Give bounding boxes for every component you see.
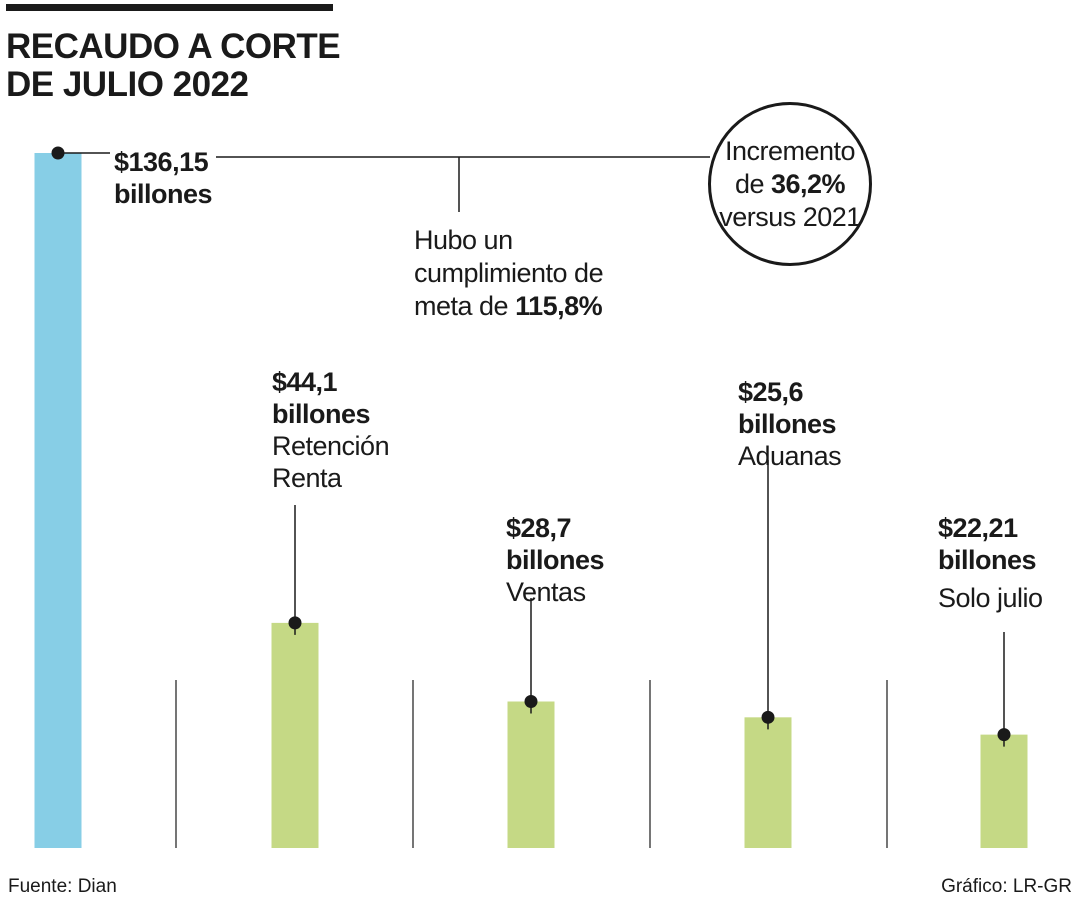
bar-retencion [271, 622, 319, 848]
goal-note-line-1: Hubo un [414, 225, 513, 255]
ventas-value: $28,7 [506, 513, 572, 543]
value-dot-ventas [524, 694, 538, 708]
increase-prefix: de [734, 168, 771, 199]
retencion-value: $44,1 [272, 367, 338, 397]
julio-value: $22,21 [938, 513, 1018, 543]
ventas-unit: billones [506, 545, 605, 575]
source-note: Fuente: Dian [8, 876, 117, 897]
aduanas-category: Aduanas [738, 441, 842, 471]
aduanas-unit: billones [738, 409, 837, 439]
chart-title: RECAUDO A CORTE DE JULIO 2022 [6, 28, 606, 104]
retencion-category-2: Renta [272, 463, 342, 493]
ventas-category: Ventas [506, 577, 586, 607]
graphic-credit: Gráfico: LR-GR [941, 876, 1072, 897]
bar-aduanas [744, 717, 792, 848]
aduanas-label: $25,6 billones Aduanas [738, 376, 842, 472]
increase-line-2: de 36,2% [719, 168, 861, 201]
julio-unit: billones [938, 545, 1037, 575]
julio-category: Solo julio [938, 583, 1043, 613]
increase-line-3: versus 2021 [719, 201, 861, 232]
retencion-category-1: Retención [272, 431, 390, 461]
increase-value: 36,2% [770, 168, 846, 199]
chart-title-line-2: DE JULIO 2022 [6, 65, 249, 104]
goal-note-line-2: cumplimiento de [414, 258, 604, 288]
increase-circle: Incremento de 36,2% versus 2021 [708, 102, 872, 266]
aduanas-value: $25,6 [738, 377, 804, 407]
top-rule [6, 4, 333, 11]
value-dot-retencion [288, 616, 302, 630]
retencion-unit: billones [272, 399, 371, 429]
bar-total [34, 153, 82, 848]
goal-note-prefix: meta de [414, 291, 516, 321]
chart-title-line-1: RECAUDO A CORTE [6, 27, 341, 66]
total-value: $136,15 [114, 147, 209, 177]
goal-note-value: 115,8% [515, 291, 603, 321]
ventas-label: $28,7 billones Ventas [506, 512, 605, 608]
bar-ventas [507, 701, 555, 848]
value-dot-julio [997, 728, 1011, 742]
retencion-label: $44,1 billones Retención Renta [272, 366, 390, 494]
goal-compliance-note: Hubo un cumplimiento de meta de 115,8% [414, 224, 674, 323]
julio-label: $22,21 billones Solo julio [938, 512, 1043, 614]
total-value-label: $136,15 billones [114, 146, 213, 210]
total-unit: billones [114, 179, 213, 209]
goal-note-line-3: meta de 115,8% [414, 290, 674, 323]
bar-julio [980, 734, 1028, 848]
value-dot-aduanas [761, 710, 775, 724]
increase-line-1: Incremento [724, 135, 856, 166]
